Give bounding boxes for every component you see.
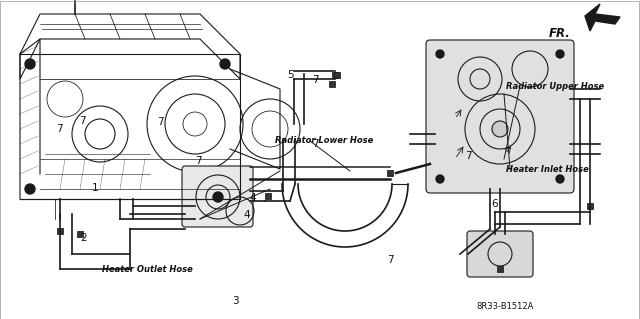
FancyBboxPatch shape	[182, 166, 253, 227]
Text: 7: 7	[312, 75, 318, 85]
Bar	[77, 231, 83, 237]
FancyBboxPatch shape	[426, 40, 574, 193]
Bar	[57, 228, 63, 234]
Text: 8R33-B1512A: 8R33-B1512A	[477, 302, 534, 311]
Bar	[334, 72, 340, 78]
Circle shape	[25, 59, 35, 69]
Text: 7: 7	[79, 116, 85, 126]
Circle shape	[492, 121, 508, 137]
Bar	[187, 219, 193, 225]
Bar	[387, 170, 393, 176]
Circle shape	[556, 50, 564, 58]
Bar	[587, 203, 593, 209]
Circle shape	[436, 175, 444, 183]
Text: 7: 7	[56, 124, 62, 134]
Text: Radiator Lower Hose: Radiator Lower Hose	[275, 136, 374, 145]
Text: 5: 5	[287, 70, 294, 80]
FancyBboxPatch shape	[467, 231, 533, 277]
Text: 7: 7	[465, 151, 472, 161]
Text: Heater Inlet Hose: Heater Inlet Hose	[506, 165, 588, 174]
Circle shape	[220, 59, 230, 69]
Text: 7: 7	[312, 139, 318, 149]
Text: 6: 6	[492, 199, 498, 209]
Text: 7: 7	[195, 156, 202, 166]
Text: 2: 2	[80, 233, 86, 243]
Text: 4: 4	[243, 210, 250, 220]
Text: 4: 4	[250, 193, 256, 203]
Bar	[329, 81, 335, 87]
Text: FR.: FR.	[548, 27, 570, 40]
Bar	[332, 72, 338, 78]
Text: 3: 3	[232, 296, 239, 307]
Text: 7: 7	[387, 255, 394, 265]
Circle shape	[556, 175, 564, 183]
Text: 1: 1	[92, 183, 98, 193]
Text: Radiator Upper Hose: Radiator Upper Hose	[506, 82, 604, 91]
Bar	[497, 266, 503, 272]
Bar	[265, 193, 271, 199]
Text: 7: 7	[157, 117, 163, 127]
Circle shape	[220, 184, 230, 194]
Circle shape	[213, 192, 223, 202]
Circle shape	[436, 50, 444, 58]
Circle shape	[25, 184, 35, 194]
Polygon shape	[585, 4, 620, 31]
Text: Heater Outlet Hose: Heater Outlet Hose	[102, 265, 193, 274]
